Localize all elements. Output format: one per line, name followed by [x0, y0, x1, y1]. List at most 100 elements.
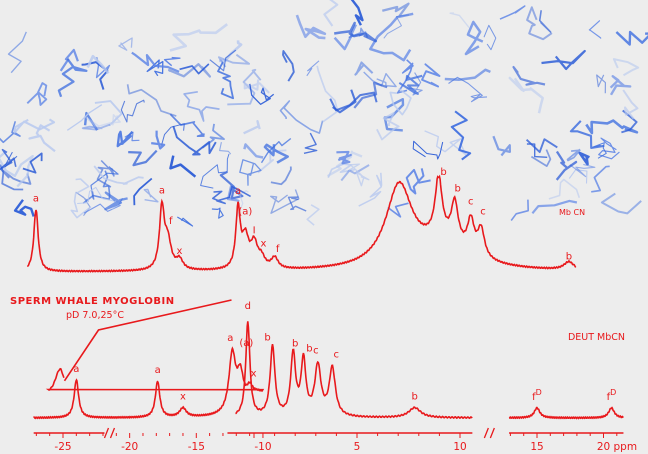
structure-bond [179, 63, 210, 75]
structure-bond [398, 74, 423, 95]
structure-bond [396, 59, 414, 94]
structure-bond [160, 123, 185, 146]
peak-label: a [155, 365, 161, 376]
structure-bond [612, 58, 640, 77]
series-line [235, 321, 473, 420]
peak-label: (a) [239, 338, 253, 349]
structure-bond [448, 76, 488, 103]
structure-bond [354, 61, 374, 76]
tick-label: -15 [188, 441, 205, 453]
tick-label: -10 [254, 441, 271, 453]
structure-bond [116, 130, 134, 148]
peak-label: x [251, 368, 257, 379]
structure-bond [131, 51, 180, 73]
series-line [33, 346, 265, 420]
peak-label: a [235, 186, 241, 197]
structure-bond [120, 99, 145, 123]
axis-break-mark [103, 427, 116, 439]
structure-bond [622, 89, 639, 120]
tick-label: 10 [453, 441, 466, 453]
axis-break-mark [483, 427, 495, 439]
structure-bond [569, 120, 605, 150]
structure-bond [151, 130, 166, 150]
structure-bond [596, 74, 606, 94]
structure-bond [26, 82, 48, 106]
structure-bond [86, 54, 110, 75]
peak-label: b [440, 167, 446, 178]
structure-bond [249, 83, 275, 105]
peak-label: b [412, 392, 418, 403]
structure-bond [464, 20, 484, 56]
structure-bond [332, 89, 357, 114]
structure-bond [94, 100, 123, 127]
caption-title: SPERM WHALE MYOGLOBIN [10, 296, 175, 307]
structure-bond [334, 21, 378, 43]
peak-label: f [276, 244, 280, 255]
caption-conditions: pD 7.0,25°C [66, 310, 124, 321]
structure-bond [306, 60, 320, 77]
structure-label: Mb CN [559, 208, 585, 217]
axis-unit-label: ppm [614, 441, 638, 453]
structure-bond [183, 90, 220, 122]
peak-label: x [177, 246, 183, 257]
structure-bond [444, 68, 491, 81]
structure-bond [7, 31, 27, 74]
structure-bond [219, 40, 243, 63]
structure-bond [243, 79, 270, 94]
structure-bond [389, 87, 412, 116]
peak-label: a [227, 333, 233, 344]
structure-bond [525, 138, 558, 154]
structure-bond [585, 119, 639, 135]
series-line [63, 299, 232, 382]
peak-label: c [480, 207, 486, 218]
peak-label: a [159, 185, 165, 196]
structure-bond [588, 20, 602, 39]
structure-fade [0, 150, 648, 260]
structure-bond [57, 58, 88, 98]
structure-bond [353, 81, 388, 109]
structure-bond [279, 100, 324, 134]
peak-label: b [566, 251, 572, 262]
structure-bond [81, 123, 111, 131]
tick-label: 20 [597, 441, 610, 453]
peak-label: c [313, 345, 319, 356]
structure-bond [146, 59, 164, 77]
structure-bond [541, 49, 586, 71]
peak-label: b [292, 339, 298, 350]
tick-label: 5 [354, 441, 361, 453]
structure-bond [118, 37, 133, 51]
structure-bond [13, 118, 56, 134]
structure-bond [323, 0, 339, 27]
deut-label: DEUT MbCN [568, 332, 625, 343]
structure-bond [59, 48, 79, 72]
ppm-axis: -25 -20 -15 -10 5 10 15 20 ppm [33, 427, 638, 453]
structure-bond [376, 112, 400, 141]
structure-bond [217, 61, 234, 100]
structure-bond [243, 119, 261, 135]
peak-label: x [260, 239, 266, 250]
structure-bond [538, 10, 552, 33]
structure-bond [209, 49, 237, 72]
structure-bond [66, 104, 103, 131]
peak-label: c [334, 350, 340, 361]
peak-label: c [468, 197, 474, 208]
structure-bond [363, 71, 397, 88]
peak-label: d [245, 301, 251, 312]
structure-bond [295, 14, 327, 40]
structure-bond [369, 12, 414, 62]
structure-bond [83, 111, 99, 131]
tick-label: -20 [121, 441, 138, 453]
structure-bond [383, 14, 409, 39]
peak-label: f [169, 216, 173, 227]
structure-bond [609, 75, 632, 96]
structure-bond [407, 72, 423, 96]
structure-bond [126, 84, 177, 117]
structure-bond [508, 76, 544, 114]
structure-bond [28, 124, 56, 153]
structure-bond [167, 63, 212, 78]
peak-label: a [33, 194, 39, 205]
structure-bond [282, 50, 295, 82]
structure-bond [0, 121, 21, 144]
